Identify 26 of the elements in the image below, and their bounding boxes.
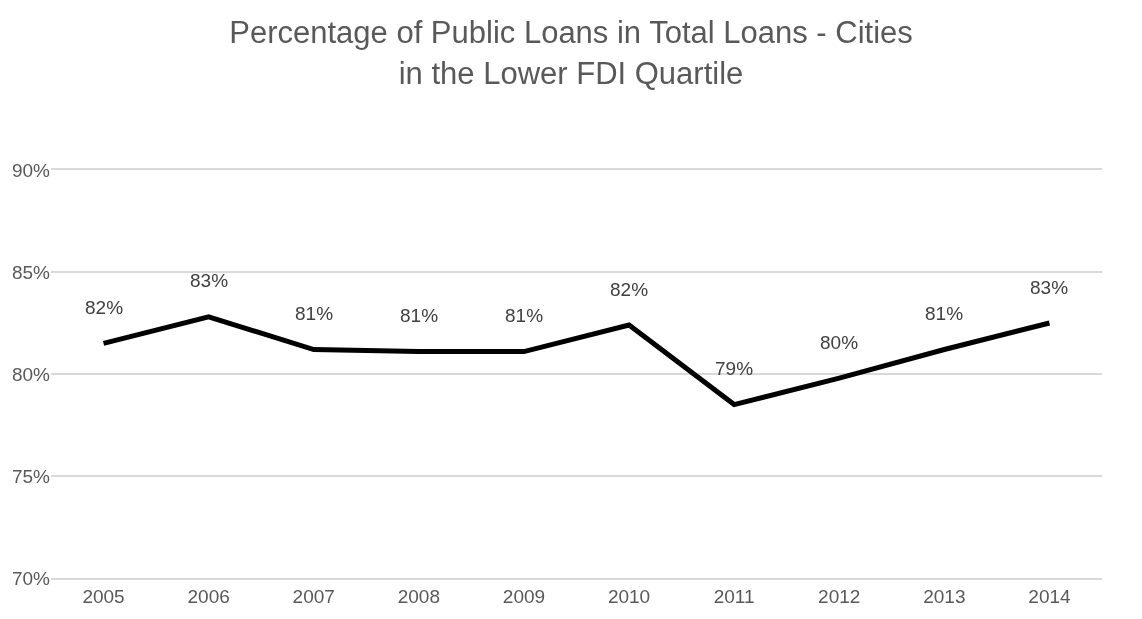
x-tick-label: 2006: [187, 585, 230, 607]
data-label: 82%: [610, 279, 649, 300]
x-tick-label: 2007: [292, 585, 335, 607]
y-tick-label: 80%: [11, 363, 51, 385]
x-tick-label: 2014: [1028, 585, 1072, 607]
x-tick-label: 2011: [713, 585, 755, 607]
data-label: 81%: [400, 305, 439, 326]
chart-title: Percentage of Public Loans in Total Loans - Cities in the Lower FDI Quartile: [229, 15, 913, 91]
data-label: 83%: [190, 270, 229, 291]
x-tick-label: 2009: [502, 585, 546, 607]
y-tick-label: 75%: [11, 465, 51, 487]
data-label: 81%: [505, 305, 544, 326]
data-label: 79%: [715, 358, 754, 379]
x-tick-label: 2010: [607, 585, 651, 607]
data-label: 81%: [925, 303, 964, 324]
data-label: 82%: [85, 297, 124, 318]
y-tick-label: 70%: [11, 567, 51, 589]
x-tick-label: 2012: [818, 585, 861, 607]
x-tick-label: 2005: [82, 585, 125, 607]
y-tick-label: 90%: [11, 159, 51, 181]
data-label: 81%: [295, 303, 334, 324]
x-tick-label: 2008: [397, 585, 440, 607]
x-tick-label: 2013: [923, 585, 966, 607]
data-label: 80%: [820, 332, 859, 353]
data-label: 83%: [1030, 277, 1069, 298]
y-tick-label: 85%: [11, 261, 51, 283]
